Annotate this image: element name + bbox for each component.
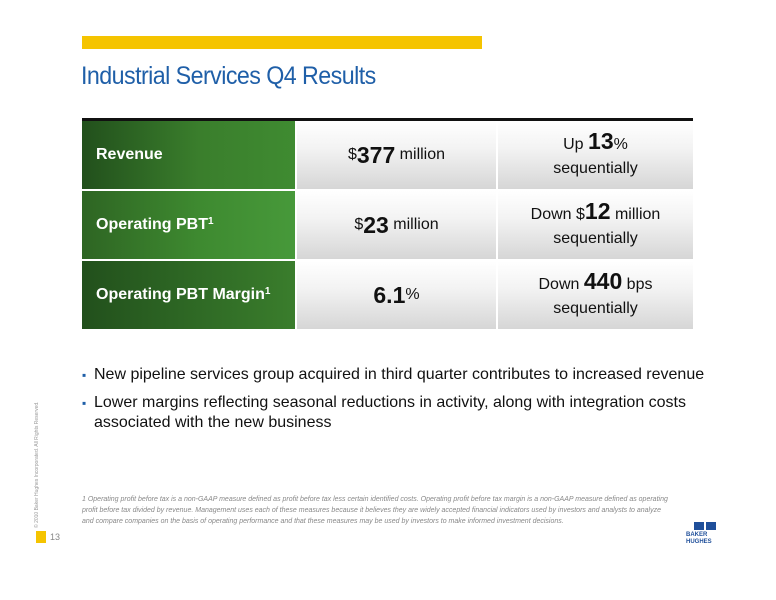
row-label: Operating PBT Margin 1 [82,261,295,329]
bullet-item: ▪ Lower margins reflecting seasonal redu… [82,394,686,431]
row-label: Operating PBT 1 [82,191,295,259]
logo-mark-icon [694,522,724,530]
bullet-square-icon: ▪ [82,368,87,382]
table-row-revenue: Revenue $377 million Up 13% sequentially [82,121,693,189]
footnote: 1 Operating profit before tax is a non-G… [82,496,668,525]
page-marker [36,531,46,543]
row-change: Down 440 bps sequentially [498,261,693,329]
page-number: 13 [50,532,61,542]
results-table: Revenue $377 million Up 13% sequentially… [82,118,693,329]
row-change: Down $12 million sequentially [498,191,693,259]
bullet-item: ▪ New pipeline services group acquired i… [82,366,705,383]
company-logo: BAKER HUGHES [686,522,724,548]
row-change: Up 13% sequentially [498,121,693,189]
top-accent-bar [82,36,482,49]
table-row-operating-pbt: Operating PBT 1 $23 million Down $12 mill… [82,191,693,259]
bullet-list: ▪ New pipeline services group acquired i… [82,365,722,441]
row-value: 6.1% [297,261,496,329]
slide-title: Industrial Services Q4 Results [81,62,376,90]
copyright-notice: © 2010 Baker Hughes Incorporated. All Ri… [34,401,40,528]
row-value: $23 million [297,191,496,259]
row-value: $377 million [297,121,496,189]
bullet-square-icon: ▪ [82,396,87,410]
logo-text: BAKER HUGHES [686,532,712,545]
row-label: Revenue [82,121,295,189]
table-row-operating-pbt-margin: Operating PBT Margin 1 6.1% Down 440 bps … [82,261,693,329]
